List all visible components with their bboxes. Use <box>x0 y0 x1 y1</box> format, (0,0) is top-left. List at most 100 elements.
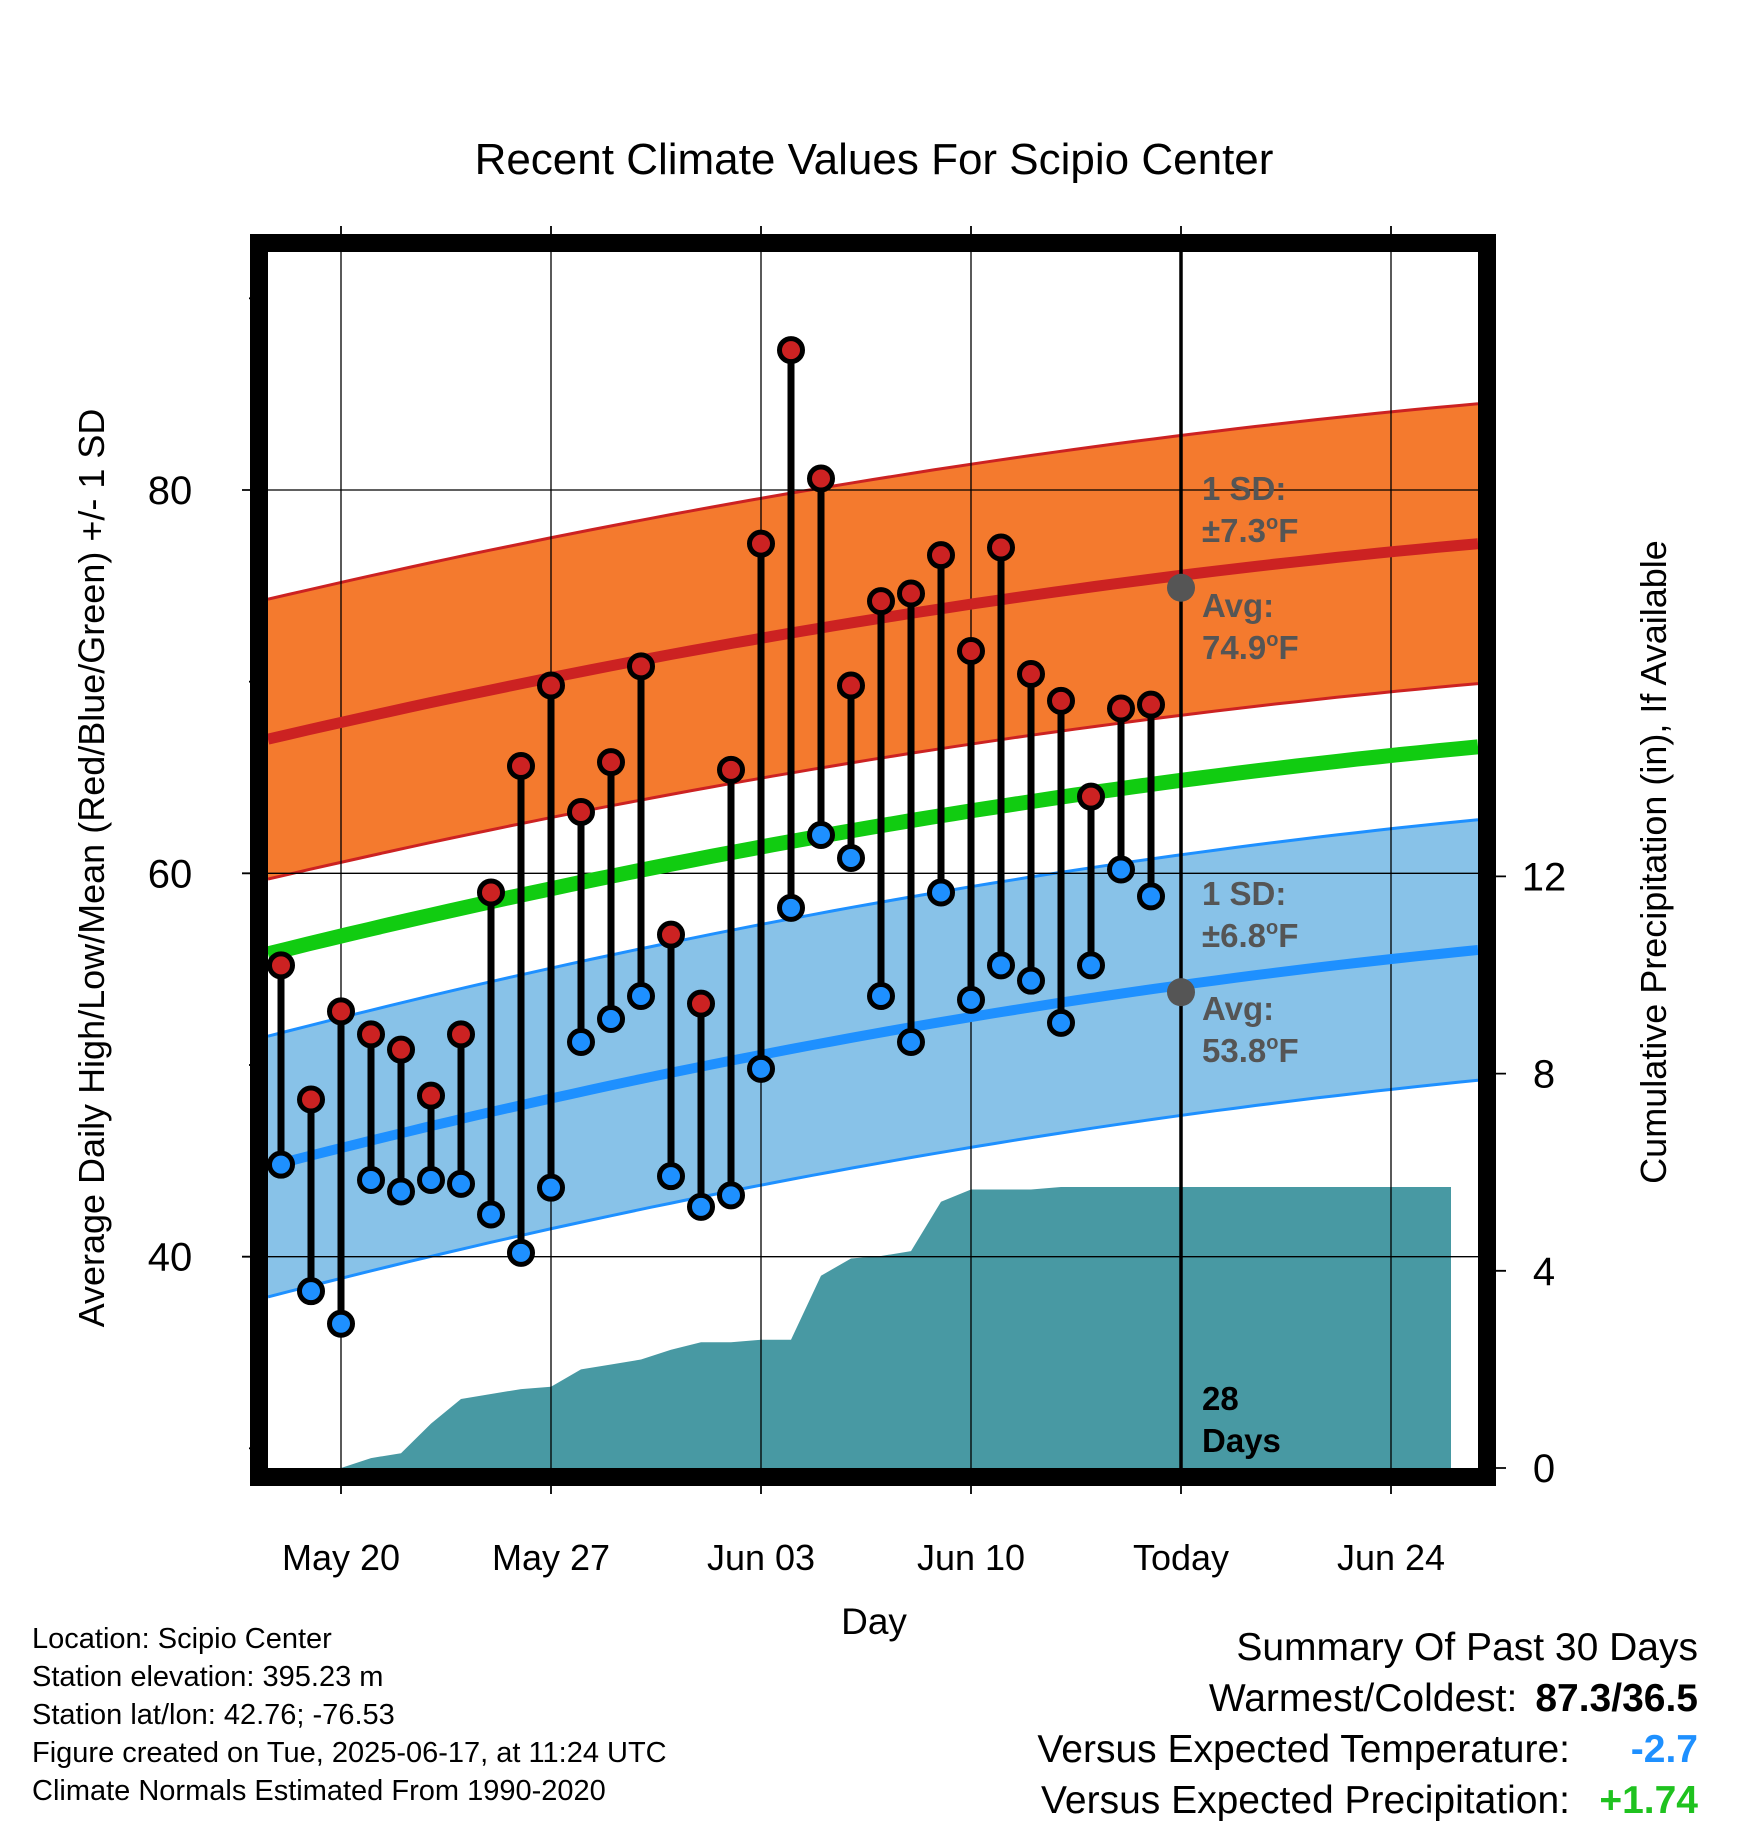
daily-high-point <box>867 587 895 616</box>
days-label: Days <box>1202 1422 1281 1459</box>
daily-low-point <box>657 1162 685 1191</box>
daily-low-point <box>747 1054 775 1083</box>
x-tick-label-0: May 20 <box>282 1537 400 1578</box>
daily-high-point <box>807 464 835 493</box>
x-axis-label: Day <box>841 1601 907 1642</box>
plot-area: 1 SD: ±7.3oF Avg: 74.9oF 1 SD: ±6.8oF Avg: 53.8… <box>268 252 1478 1468</box>
low-sd-label: 1 SD: <box>1202 875 1286 912</box>
daily-high-point <box>957 636 985 665</box>
daily-low-point <box>1077 951 1105 980</box>
y-tick-label-1: 60 <box>148 852 193 896</box>
x-tick-label-5: Jun 24 <box>1337 1537 1445 1578</box>
station-info: Location: Scipio Center Station elevatio… <box>32 1620 667 1810</box>
y2-tick-label-2: 8 <box>1533 1053 1555 1097</box>
daily-low-point <box>927 878 955 907</box>
high-avg-value: 74.9oF <box>1202 629 1299 666</box>
prec-value: +1.74 <box>1599 1779 1698 1822</box>
summary-warm-cold: Warmest/Coldest: 87.3/36.5 <box>1037 1673 1698 1724</box>
daily-low-point <box>387 1177 415 1206</box>
plot-frame <box>250 234 1496 1486</box>
daily-low-point <box>417 1165 445 1194</box>
normal-mean-line <box>268 739 1478 962</box>
info-normals: Climate Normals Estimated From 1990-2020 <box>32 1775 606 1807</box>
daily-high-point <box>987 533 1015 562</box>
daily-low-point <box>687 1192 715 1221</box>
daily-high-point <box>537 671 565 700</box>
daily-high-point <box>747 529 775 558</box>
today-normal-low-dot <box>1167 978 1195 1007</box>
daily-low-point <box>777 893 805 922</box>
daily-low-point <box>627 981 655 1010</box>
y2-axis-label: Cumulative Precipitation (in), If Availa… <box>1633 540 1674 1184</box>
daily-low-point <box>597 1004 625 1033</box>
summary-prec: Versus Expected Precipitation: +1.74 <box>1037 1775 1698 1826</box>
summary-title: Summary Of Past 30 Days <box>1236 1626 1698 1669</box>
daily-high-point <box>477 878 505 907</box>
daily-low-point <box>1047 1008 1075 1037</box>
low-avg-label: Avg: <box>1202 990 1274 1027</box>
y2-tick-label-3: 12 <box>1522 855 1567 899</box>
daily-low-point <box>867 981 895 1010</box>
daily-low-point <box>268 1150 295 1179</box>
daily-high-point <box>268 951 295 980</box>
normal-high-line <box>268 538 1478 745</box>
normal-low-band-lower-edge <box>268 1078 1478 1299</box>
info-location: Location: Scipio Center <box>32 1623 332 1655</box>
daily-low-point <box>537 1173 565 1202</box>
daily-low-point <box>357 1165 385 1194</box>
daily-high-point <box>1137 690 1165 719</box>
low-sd-value: ±6.8oF <box>1202 917 1298 954</box>
daily-high-point <box>507 751 535 780</box>
days-count: 28 <box>1202 1380 1239 1417</box>
daily-high-point <box>1077 782 1105 811</box>
daily-low-point <box>807 820 835 849</box>
prec-label: Versus Expected Precipitation: <box>1041 1779 1570 1822</box>
temp-label: Versus Expected Temperature: <box>1037 1728 1570 1771</box>
normal-low-band <box>268 819 1478 1297</box>
daily-low-point <box>477 1200 505 1229</box>
daily-high-point <box>897 579 925 608</box>
normal-high-band-upper-edge <box>268 402 1478 601</box>
daily-low-point <box>447 1169 475 1198</box>
x-tick-label-1: May 27 <box>492 1537 610 1578</box>
normal-low-line <box>268 945 1478 1172</box>
info-created: Figure created on Tue, 2025-06-17, at 11… <box>32 1737 667 1769</box>
normal-high-band <box>268 403 1478 880</box>
daily-low-point <box>1107 855 1135 884</box>
x-tick-label-4: Today <box>1133 1537 1229 1578</box>
daily-low-point <box>987 951 1015 980</box>
daily-high-point <box>777 336 805 365</box>
daily-high-point <box>1017 659 1045 688</box>
daily-high-point <box>567 797 595 826</box>
daily-low-point <box>1017 966 1045 995</box>
summary-temp: Versus Expected Temperature: -2.7 <box>1037 1724 1698 1775</box>
daily-high-point <box>447 1020 475 1049</box>
daily-high-point <box>657 920 685 949</box>
daily-high-point <box>927 541 955 570</box>
summary-panel: Summary Of Past 30 Days Warmest/Coldest:… <box>1037 1622 1698 1826</box>
high-sd-value: ±7.3oF <box>1202 512 1298 549</box>
info-latlon: Station lat/lon: 42.76; -76.53 <box>32 1699 395 1731</box>
warm-cold-label: Warmest/Coldest: <box>1208 1677 1518 1720</box>
daily-high-point <box>387 1035 415 1064</box>
daily-low-point <box>717 1181 745 1210</box>
y-axis-label: Average Daily High/Low/Mean (Red/Blue/Gr… <box>71 409 112 1328</box>
daily-high-point <box>837 671 865 700</box>
high-avg-label: Avg: <box>1202 587 1274 624</box>
daily-high-point <box>297 1085 325 1114</box>
info-elevation: Station elevation: 395.23 m <box>32 1661 384 1693</box>
daily-low-point <box>567 1027 595 1056</box>
daily-high-point <box>717 755 745 784</box>
today-normal-high-dot <box>1167 573 1195 602</box>
low-avg-value: 53.8oF <box>1202 1032 1299 1069</box>
daily-low-point <box>297 1277 325 1306</box>
daily-high-point <box>687 989 715 1018</box>
x-tick-label-2: Jun 03 <box>707 1537 815 1578</box>
daily-high-point <box>327 997 355 1026</box>
daily-low-point <box>897 1027 925 1056</box>
daily-low-point <box>507 1238 535 1267</box>
daily-high-point <box>627 652 655 681</box>
normal-high-band-lower-edge <box>268 682 1478 881</box>
daily-high-point <box>357 1020 385 1049</box>
